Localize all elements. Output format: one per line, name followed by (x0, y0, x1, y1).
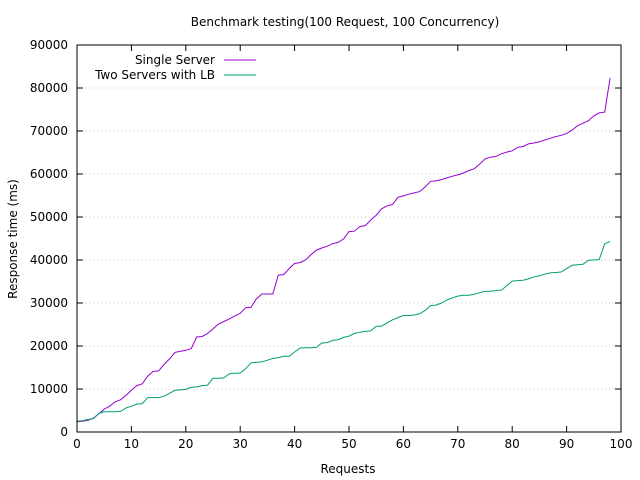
legend-label: Single Server (135, 53, 215, 67)
y-tick-label: 70000 (30, 124, 68, 138)
y-tick-label: 60000 (30, 167, 68, 181)
x-tick-label: 30 (233, 437, 248, 451)
y-tick-label: 90000 (30, 38, 68, 52)
legend-label: Two Servers with LB (94, 68, 215, 82)
y-tick-label: 0 (60, 425, 68, 439)
y-tick-label: 40000 (30, 253, 68, 267)
chart-title: Benchmark testing(100 Request, 100 Concu… (191, 15, 500, 29)
series-line-2 (76, 241, 611, 422)
x-tick-label: 0 (73, 437, 81, 451)
plot-border (76, 44, 622, 433)
x-tick-label: 20 (178, 437, 193, 451)
x-tick-label: 70 (450, 437, 465, 451)
y-tick-label: 80000 (30, 81, 68, 95)
y-tick-label: 50000 (30, 210, 68, 224)
x-axis-label: Requests (321, 462, 376, 476)
series-line-1 (76, 78, 611, 423)
x-tick-label: 90 (559, 437, 574, 451)
series-lines (76, 78, 611, 423)
y-tick-label: 20000 (30, 339, 68, 353)
axis-ticks: 0 10000 20000 30000 40000 50000 60000 70000 8000… (30, 38, 633, 451)
x-tick-label: 80 (505, 437, 520, 451)
x-tick-label: 50 (341, 437, 356, 451)
x-tick-label: 10 (124, 437, 139, 451)
x-tick-label: 40 (287, 437, 302, 451)
y-axis-label: Response time (ms) (6, 179, 20, 299)
grid-lines (77, 87, 621, 390)
x-tick-label: 100 (610, 437, 633, 451)
y-tick-label: 10000 (30, 382, 68, 396)
y-tick-label: 30000 (30, 296, 68, 310)
x-tick-label: 60 (396, 437, 411, 451)
